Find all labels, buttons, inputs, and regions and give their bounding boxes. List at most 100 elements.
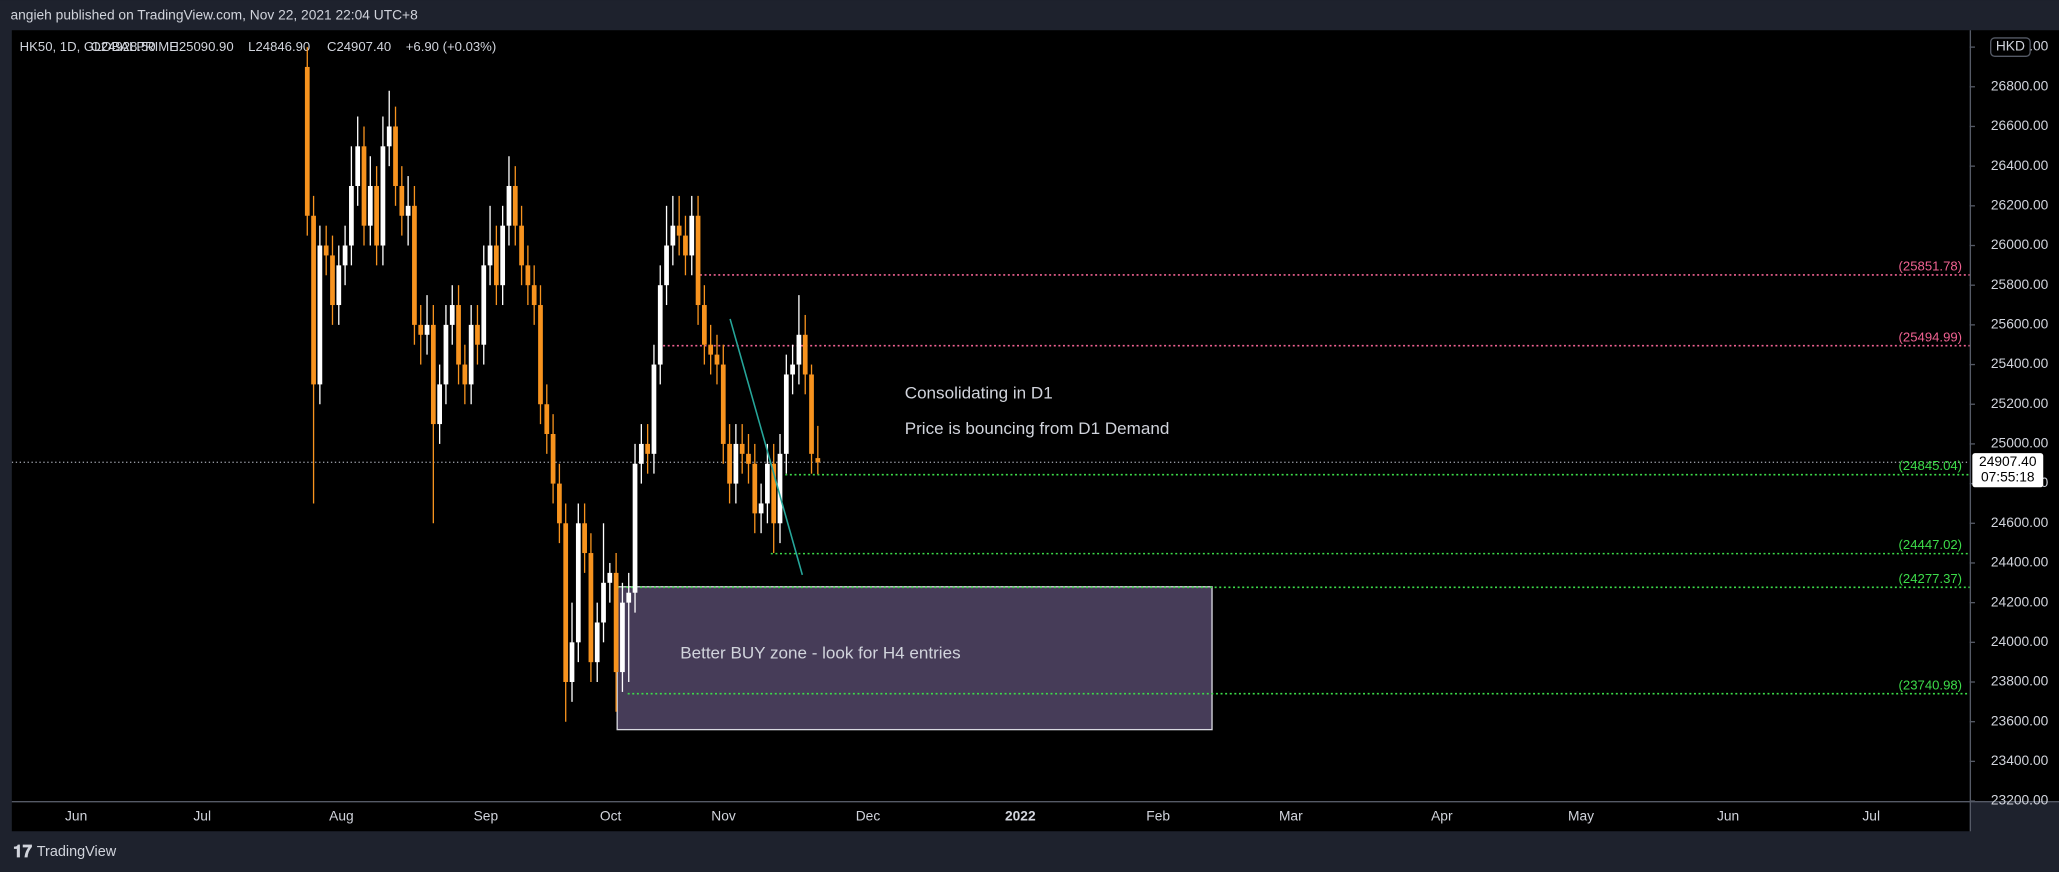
candle-body	[733, 443, 739, 484]
candle-body	[456, 305, 461, 365]
candle-body	[638, 443, 644, 464]
candle-body	[601, 582, 606, 623]
level-label: (24447.02)	[1899, 537, 1963, 552]
y-tick-label: 26000.00	[1991, 237, 2049, 252]
y-tick-label: 25600.00	[1991, 317, 2049, 332]
candle-body	[538, 305, 543, 405]
candle-body	[702, 305, 707, 345]
level-label: (23740.98)	[1899, 677, 1963, 692]
candle-body	[588, 553, 594, 663]
candle-body	[500, 225, 506, 286]
candle-body	[626, 592, 632, 603]
annotation: Price is bouncing from D1 Demand	[905, 419, 1170, 438]
candle-body	[645, 443, 651, 454]
trendline	[729, 318, 804, 576]
candle-body	[550, 433, 556, 484]
candle-body	[481, 265, 487, 345]
quote-value: +6.90 (+0.03%)	[406, 39, 496, 54]
candle-body	[651, 364, 657, 454]
candle-body	[323, 245, 329, 256]
candle-body	[399, 185, 405, 216]
y-tick-label: 23400.00	[1991, 753, 2049, 768]
candle-body	[405, 205, 411, 216]
candle-body	[304, 66, 310, 216]
level-label: (24277.37)	[1899, 571, 1963, 586]
candle-body	[777, 453, 783, 524]
zone-label: Better BUY zone - look for H4 entries	[680, 643, 960, 662]
candle-body	[317, 245, 323, 385]
logo-mark: 𝟏𝟕	[13, 842, 32, 861]
x-tick-label: Apr	[1431, 808, 1453, 823]
candle-body	[342, 245, 348, 266]
quote-value: H25090.90	[169, 39, 233, 54]
y-tick-label: 25800.00	[1991, 277, 2049, 292]
plot: Better BUY zone - look for H4 entries (25…	[11, 47, 1970, 731]
x-tick-label: Nov	[711, 808, 736, 823]
candle-body	[336, 265, 342, 306]
candle-body	[418, 324, 424, 335]
candle-body	[771, 463, 777, 524]
candle-body	[689, 215, 695, 256]
buy-zone	[616, 586, 1213, 731]
currency-badge	[1990, 37, 2031, 57]
x-tick-label: Jul	[193, 808, 211, 823]
candle-body	[739, 443, 745, 454]
candle-body	[695, 215, 701, 306]
candle-body	[758, 503, 764, 514]
candle-body	[796, 334, 802, 365]
candle-body	[582, 523, 587, 554]
quote-value: O24928.50	[91, 39, 156, 54]
candle-body	[544, 404, 550, 434]
candle-body	[494, 245, 499, 286]
candle-body	[462, 364, 468, 385]
level-label: (25494.99)	[1899, 329, 1963, 344]
quote: O24928.50 H25090.90 L24846.90 C24907.40 +6.9…	[91, 39, 497, 54]
candle-body	[594, 622, 600, 663]
currency: HKD	[1996, 39, 2025, 54]
candle-body	[412, 205, 417, 325]
candle-body	[355, 146, 361, 186]
candle-body	[569, 642, 575, 683]
candle-body	[437, 384, 443, 425]
candle-body	[815, 458, 821, 463]
candle-body	[720, 364, 726, 444]
candle-body	[386, 126, 392, 147]
candle-body	[607, 572, 613, 583]
countdown: 07:55:18	[1981, 470, 2035, 485]
x-tick-label: May	[1568, 808, 1594, 823]
candle-body	[664, 245, 669, 286]
candle-body	[531, 285, 537, 306]
candle-body	[632, 463, 638, 593]
candle-body	[563, 523, 569, 683]
candle-body	[613, 572, 619, 673]
brand: TradingView	[37, 844, 117, 860]
x-tick-label: Jun	[65, 808, 87, 823]
x-tick-label: Mar	[1279, 808, 1303, 823]
candle-body	[525, 265, 531, 286]
price-badge-value: 24907.40	[1979, 454, 2037, 469]
x-tick-label: Sep	[474, 808, 499, 823]
x-tick-label: Feb	[1146, 808, 1170, 823]
candle-body	[449, 305, 455, 325]
candle-body	[330, 255, 335, 306]
candle-body	[512, 185, 518, 226]
y-tick-label: 23200.00	[1991, 793, 2049, 808]
y-tick-label: 23600.00	[1991, 713, 2049, 728]
candle-body	[809, 374, 814, 454]
y-tick-label: 26200.00	[1991, 197, 2049, 212]
quote-value: L24846.90	[248, 39, 310, 54]
candle-body	[557, 483, 562, 524]
y-tick-label: 26800.00	[1991, 78, 2049, 93]
candle-body	[367, 185, 373, 226]
y-tick-label: 24000.00	[1991, 634, 2049, 649]
price-axis	[1969, 30, 2059, 802]
candle-body	[430, 324, 436, 425]
candle-body	[468, 324, 474, 385]
publisher: angieh published on TradingView.com, Nov…	[11, 7, 419, 22]
candle-body	[714, 354, 720, 365]
x-tick-label: Jul	[1862, 808, 1880, 823]
y-tick-label: 25200.00	[1991, 396, 2049, 411]
x-tick-label: Jun	[1717, 808, 1739, 823]
